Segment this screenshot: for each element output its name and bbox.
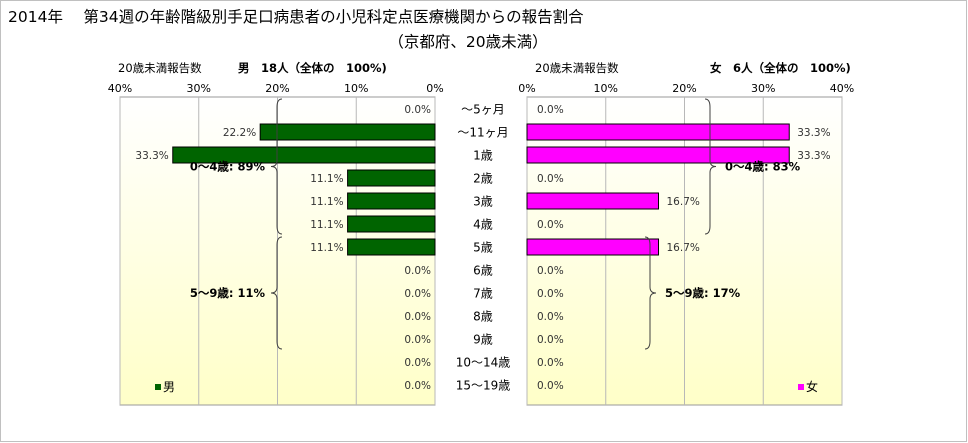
bar [347, 238, 436, 256]
bar [347, 169, 436, 187]
bar [526, 238, 660, 256]
legend-label: 女 [806, 379, 818, 394]
category-label: 1歳 [473, 149, 493, 163]
category-label: ～11ヶ月 [457, 126, 508, 140]
data-label: 0.0% [404, 311, 431, 323]
category-label: 4歳 [473, 218, 493, 232]
x-tick-label: 20% [672, 82, 696, 95]
group-annotation: 5～9歳: 17% [665, 286, 741, 300]
category-label: 10～14歳 [456, 356, 511, 370]
data-label: 0.0% [537, 380, 564, 392]
x-tick-label: 40% [830, 82, 854, 95]
category-label: 7歳 [473, 287, 493, 301]
data-label: 0.0% [404, 334, 431, 346]
x-tick-label: 10% [594, 82, 618, 95]
legend-swatch [155, 384, 161, 390]
data-label: 0.0% [404, 380, 431, 392]
data-label: 11.1% [310, 173, 343, 185]
data-label: 0.0% [537, 288, 564, 300]
bar [526, 192, 660, 210]
category-label: 2歳 [473, 172, 493, 186]
data-label: 33.3% [797, 127, 830, 139]
group-bracket [270, 98, 283, 235]
data-label: 11.1% [310, 219, 343, 231]
bar [526, 123, 790, 141]
data-label: 0.0% [537, 311, 564, 323]
data-label: 0.0% [537, 334, 564, 346]
data-label: 0.0% [537, 265, 564, 277]
data-label: 11.1% [310, 196, 343, 208]
data-label: 22.2% [223, 127, 256, 139]
legend-label: 男 [163, 380, 175, 394]
x-tick-label: 40% [108, 82, 132, 95]
data-label: 0.0% [404, 104, 431, 116]
group-bracket [704, 98, 717, 235]
data-label: 0.0% [537, 104, 564, 116]
chart-subtitle: （京都府、20歳未満） [388, 33, 547, 51]
data-label: 0.0% [404, 265, 431, 277]
panel-header: 男 18人（全体の 100%) [238, 61, 387, 75]
data-label: 0.0% [404, 357, 431, 369]
bar [347, 192, 436, 210]
data-label: 16.7% [667, 242, 700, 254]
x-tick-label: 20% [265, 82, 289, 95]
category-label: 8歳 [473, 310, 493, 324]
category-label: 3歳 [473, 195, 493, 209]
group-bracket [644, 236, 657, 350]
panel-label: 20歳未満報告数 [118, 61, 202, 75]
bar [347, 215, 436, 233]
category-label: ～5ヶ月 [461, 103, 505, 117]
x-tick-label: 30% [751, 82, 775, 95]
group-annotation: 0～4歳: 83% [725, 160, 801, 174]
category-label: 15～19歳 [456, 379, 511, 393]
data-label: 0.0% [537, 357, 564, 369]
data-label: 0.0% [404, 288, 431, 300]
category-label: 9歳 [473, 333, 493, 347]
x-tick-label: 0% [518, 82, 535, 95]
bar [259, 123, 436, 141]
legend-swatch [798, 384, 804, 390]
x-tick-label: 10% [344, 82, 368, 95]
category-label: 6歳 [473, 264, 493, 278]
data-label: 33.3% [135, 150, 168, 162]
data-label: 0.0% [537, 173, 564, 185]
category-label: 5歳 [473, 241, 493, 255]
panel-header: 女 6人（全体の 100%) [710, 61, 851, 75]
bar [526, 146, 790, 164]
bar [172, 146, 436, 164]
data-label: 0.0% [537, 219, 564, 231]
group-annotation: 5～9歳: 11% [190, 286, 266, 300]
panel-label: 20歳未満報告数 [535, 61, 619, 75]
group-annotation: 0～4歳: 89% [190, 160, 266, 174]
x-tick-label: 0% [426, 82, 443, 95]
data-label: 11.1% [310, 242, 343, 254]
chart-title: 2014年 第34週の年齢階級別手足口病患者の小児科定点医療機関からの報告割合 [8, 8, 584, 26]
data-label: 16.7% [667, 196, 700, 208]
data-label: 33.3% [797, 150, 830, 162]
group-bracket [270, 236, 283, 350]
x-tick-label: 30% [187, 82, 211, 95]
